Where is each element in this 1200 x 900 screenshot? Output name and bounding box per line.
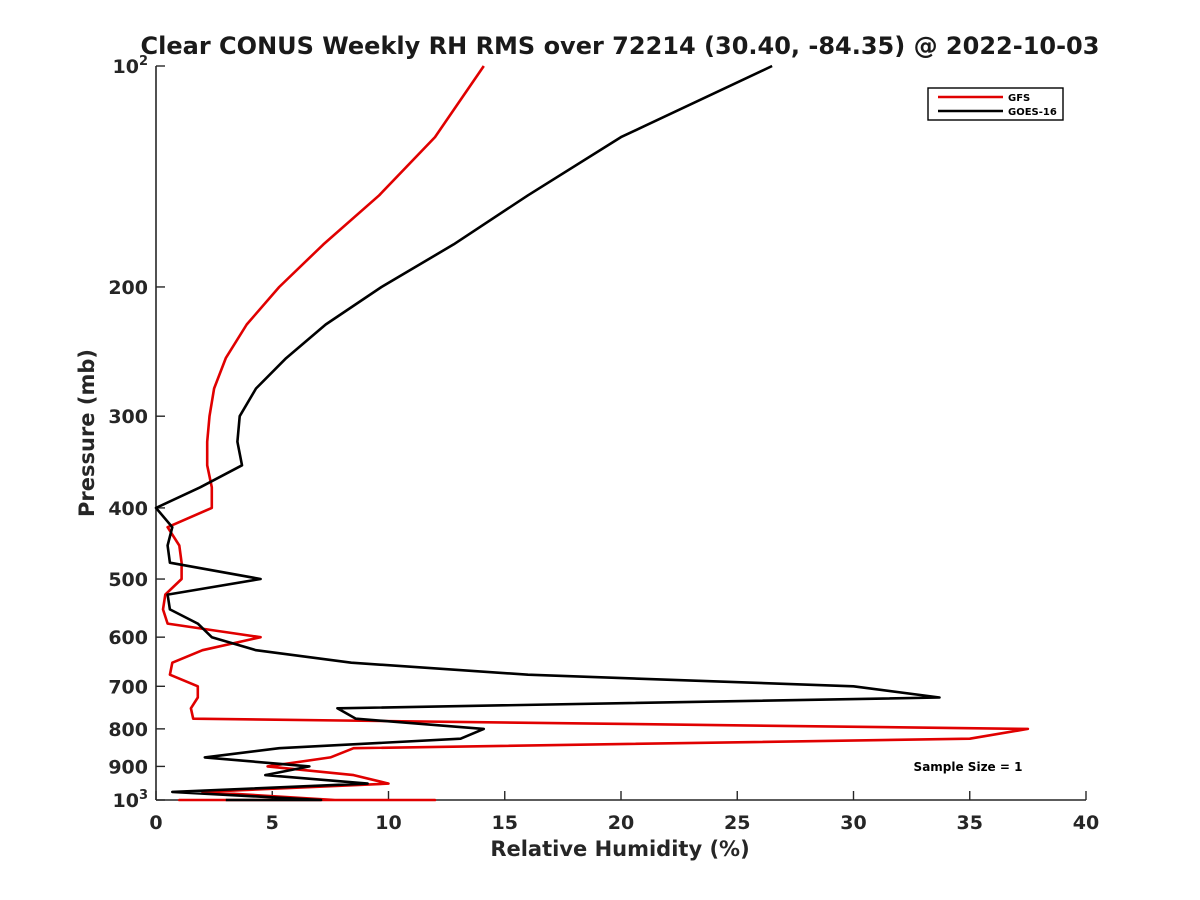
y-tick-label: 800 — [108, 719, 148, 741]
x-tick-label: 10 — [375, 812, 401, 834]
y-tick-label: 500 — [108, 569, 148, 591]
sample-size-annotation: Sample Size = 1 — [914, 760, 1023, 774]
y-tick-label: 200 — [108, 277, 148, 299]
y-tick-label: 700 — [108, 676, 148, 698]
chart-title: Clear CONUS Weekly RH RMS over 72214 (30… — [141, 32, 1100, 60]
x-tick-label: 15 — [492, 812, 518, 834]
x-tick-label: 40 — [1073, 812, 1099, 834]
x-tick-label: 0 — [149, 812, 162, 834]
y-tick-label: 400 — [108, 498, 148, 520]
y-axis-label: Pressure (mb) — [75, 349, 99, 517]
x-tick-label: 5 — [266, 812, 279, 834]
x-tick-label: 25 — [724, 812, 750, 834]
x-axis: 0 5 10 15 20 25 30 35 40 — [149, 791, 1099, 834]
x-tick-label: 35 — [957, 812, 983, 834]
y-tick-label: 300 — [108, 406, 148, 428]
y-tick-label: 600 — [108, 627, 148, 649]
x-axis-label: Relative Humidity (%) — [490, 837, 749, 861]
x-tick-label: 20 — [608, 812, 634, 834]
legend-label-gfs: GFS — [1008, 93, 1030, 104]
series-line-goes-16 — [154, 64, 941, 802]
x-tick-label: 30 — [840, 812, 866, 834]
legend-label-goes16: GOES-16 — [1008, 107, 1057, 118]
legend: GFS GOES-16 — [927, 87, 1064, 121]
legend-box — [927, 87, 1064, 121]
series-layer — [154, 64, 1030, 802]
y-tick-label: 900 — [108, 756, 148, 778]
